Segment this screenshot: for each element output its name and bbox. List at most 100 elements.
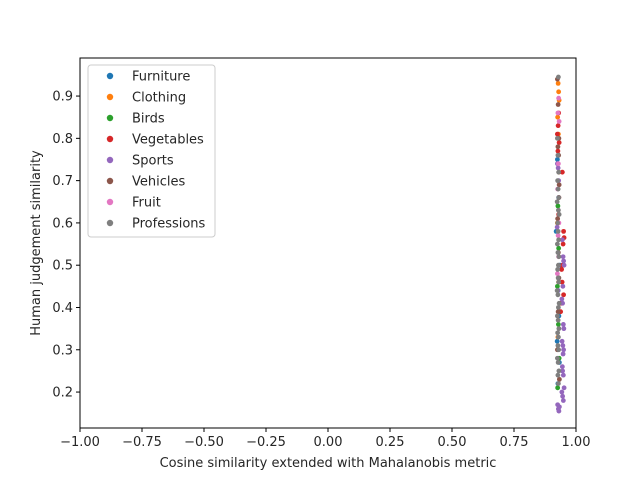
y-tick-label: 0.6: [52, 216, 73, 231]
point-professions-10: [555, 220, 561, 226]
point-professions-23: [555, 305, 561, 310]
y-tick-label: 0.9: [52, 90, 73, 105]
point-fruit-8: [555, 271, 560, 277]
legend-label-birds: Birds: [132, 112, 165, 127]
point-birds-1: [556, 245, 562, 251]
point-sports-19: [561, 385, 567, 391]
point-vegetables-3: [556, 140, 562, 145]
legend-label-vehicles: Vehicles: [132, 175, 185, 190]
y-tick-label: 0.4: [52, 301, 73, 316]
point-professions-31: [555, 355, 560, 361]
point-sports-14: [561, 347, 566, 353]
legend-label-fruit: Fruit: [132, 196, 161, 211]
point-professions-26: [556, 326, 562, 332]
x-tick-label: −1.00: [60, 435, 100, 450]
legend-label-professions: Professions: [132, 217, 206, 232]
point-professions-11: [555, 228, 561, 234]
point-professions-16: [555, 262, 561, 268]
point-professions-5: [555, 186, 561, 192]
point-professions-3: [556, 169, 562, 175]
x-tick-label: −0.75: [122, 435, 162, 450]
legend-label-clothing: Clothing: [132, 91, 186, 106]
point-sports-9: [560, 300, 566, 306]
point-professions-24: [555, 313, 560, 319]
point-professions-13: [555, 241, 560, 247]
legend-label-furniture: Furniture: [132, 70, 190, 85]
point-professions-29: [555, 343, 561, 348]
point-vegetables-8: [560, 241, 566, 247]
y-tick-label: 0.8: [52, 132, 73, 147]
point-sports-5: [561, 258, 566, 264]
point-sports-8: [559, 296, 565, 302]
point-vegetables-1: [555, 123, 561, 129]
legend-box: [87, 64, 216, 238]
point-vegetables-12: [561, 292, 566, 298]
point-vehicles-5: [556, 182, 562, 188]
y-tick-label: 0.3: [52, 343, 73, 358]
legend-marker-furniture: [106, 72, 114, 80]
point-professions-0: [555, 74, 561, 80]
point-vehicles-11: [556, 376, 562, 382]
point-sports-15: [560, 351, 566, 357]
point-sports-22: [560, 398, 566, 403]
point-sports-16: [559, 364, 565, 370]
point-professions-25: [555, 317, 561, 323]
point-vegetables-2: [555, 131, 560, 137]
x-tick-label: 0.00: [314, 435, 343, 450]
point-professions-14: [555, 250, 561, 255]
point-vegetables-5: [559, 169, 565, 175]
point-fruit-1: [555, 110, 561, 116]
point-sports-28: [554, 224, 560, 230]
point-professions-8: [555, 207, 561, 213]
point-professions-28: [555, 334, 561, 340]
y-tick-label: 0.5: [52, 259, 73, 274]
point-sports-4: [560, 254, 566, 260]
point-professions-18: [555, 275, 561, 281]
point-sports-12: [559, 338, 565, 344]
point-sports-10: [560, 322, 566, 327]
point-professions-34: [555, 372, 561, 378]
x-tick-label: 1.00: [562, 435, 591, 450]
y-axis: 0.2 0.3 0.4 0.5 0.6 0.7 0.8 0.9: [52, 90, 80, 401]
point-professions-15: [556, 254, 562, 260]
point-professions-1: [555, 135, 560, 141]
x-tick-label: 0.50: [438, 435, 467, 450]
point-sports-17: [560, 368, 566, 374]
point-birds-3: [555, 322, 561, 327]
point-clothing-3: [555, 114, 561, 120]
y-tick-label: 0.2: [52, 386, 73, 401]
point-professions-32: [555, 360, 561, 365]
legend-marker-vegetables: [106, 135, 114, 143]
point-fruit-3: [555, 161, 561, 167]
point-sports-7: [560, 283, 566, 289]
point-sports-6: [561, 262, 567, 268]
point-professions-6: [556, 195, 562, 200]
point-sports-20: [559, 389, 565, 395]
x-tick-label: 0.25: [376, 435, 405, 450]
point-professions-2: [555, 152, 561, 158]
x-axis: −1.00 −0.75 −0.50 −0.25 0.00 0.25 0.50 0.75 1.00: [60, 428, 590, 450]
point-professions-22: [556, 300, 562, 306]
point-sports-18: [560, 372, 566, 378]
point-vegetables-6: [561, 228, 566, 234]
point-vegetables-11: [559, 279, 565, 285]
legend-marker-vehicles: [106, 177, 114, 185]
y-axis-label: Human judgement similarity: [29, 150, 44, 336]
legend-marker-professions: [106, 219, 114, 227]
point-vehicles-3: [555, 144, 561, 150]
point-vegetables-10: [559, 267, 565, 272]
point-professions-12: [556, 237, 562, 243]
point-fruit-0: [556, 95, 562, 101]
point-sports-26: [556, 404, 562, 410]
point-sports-3: [559, 237, 565, 243]
point-birds-5: [555, 385, 561, 391]
point-vehicles-6: [555, 216, 561, 222]
legend-label-sports: Sports: [132, 154, 174, 169]
point-birds-0: [555, 203, 561, 209]
point-sports-13: [560, 343, 566, 348]
point-sports-1: [555, 165, 561, 171]
legend-marker-fruit: [106, 198, 114, 206]
point-fruit-2: [556, 119, 562, 124]
point-sports-25: [556, 408, 562, 414]
